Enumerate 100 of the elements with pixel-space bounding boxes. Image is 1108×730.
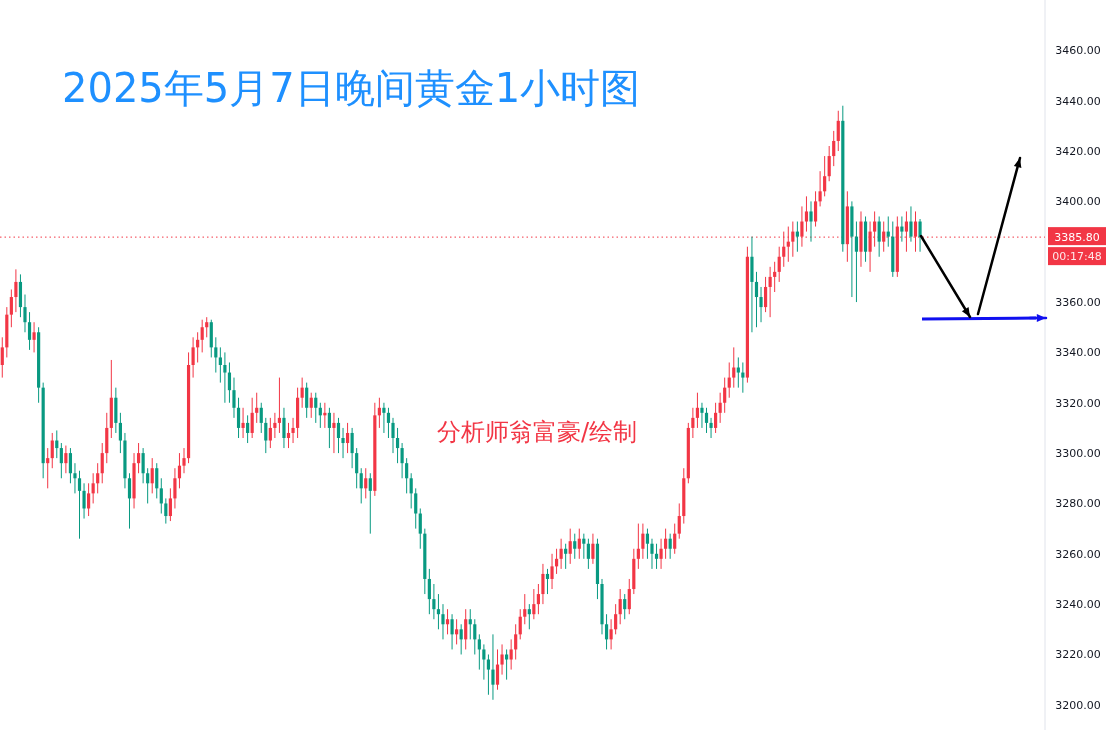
candlestick (836, 110, 840, 152)
candlestick (77, 470, 82, 540)
y-tick-label: 3420.00 (1055, 145, 1101, 159)
y-tick-label: 3280.00 (1055, 497, 1101, 511)
candlestick (736, 356, 740, 389)
candlestick (46, 447, 50, 489)
candlestick (505, 648, 509, 681)
candlestick (573, 533, 577, 560)
candlestick (73, 462, 77, 494)
y-tick-label: 3460.00 (1055, 44, 1101, 58)
candlestick (691, 407, 695, 439)
candlestick (382, 402, 386, 434)
candlestick (314, 392, 318, 424)
candlestick (355, 447, 359, 489)
candlestick (223, 351, 227, 404)
candlestick (118, 412, 122, 454)
candlestick (386, 407, 391, 439)
candlestick (59, 442, 63, 479)
candlestick (486, 653, 491, 696)
candlestick (727, 361, 731, 399)
candlestick (545, 568, 550, 595)
candlestick (882, 221, 886, 253)
candlestick (768, 266, 772, 318)
candlestick (918, 218, 922, 253)
candlestick (364, 467, 368, 499)
ref-line-label: 3385.80 (1054, 231, 1100, 245)
candlestick (336, 417, 341, 454)
candlestick (854, 221, 859, 303)
candlestick (291, 417, 295, 444)
candlestick (641, 523, 645, 560)
candlestick (718, 392, 722, 424)
candlestick (441, 603, 445, 640)
candlestick (586, 538, 590, 570)
candlestick (259, 402, 263, 434)
candlestick (177, 452, 182, 489)
candlestick (645, 528, 650, 560)
candlestick (564, 543, 568, 570)
annotation: 分析师翁富豪/绘制 (437, 418, 638, 446)
candlestick (523, 593, 527, 625)
y-tick-label: 3340.00 (1055, 346, 1101, 360)
candlestick (173, 467, 177, 509)
candlestick (459, 623, 463, 655)
candlestick (136, 442, 141, 474)
candlestick (623, 593, 627, 620)
candlestick (514, 623, 518, 661)
candlestick (650, 538, 654, 570)
candlestick (277, 377, 282, 434)
candlestick (250, 397, 254, 439)
candlestick (550, 553, 554, 590)
candlestick (395, 427, 400, 464)
candlestick (141, 447, 145, 484)
candlestick (436, 593, 441, 630)
candlestick (14, 268, 18, 313)
candlestick (268, 417, 272, 449)
candlestick (668, 533, 672, 560)
candlestick (273, 412, 277, 439)
candlestick (559, 538, 563, 570)
candlestick (309, 392, 313, 419)
candlestick (155, 462, 159, 499)
y-tick-label: 3240.00 (1055, 598, 1101, 612)
candlestick (795, 221, 799, 253)
candlestick (286, 422, 291, 449)
candlestick (368, 472, 372, 535)
candlestick (527, 603, 531, 630)
candlestick (877, 215, 881, 258)
candlestick (182, 447, 186, 474)
candlestick (659, 538, 663, 570)
candlestick (500, 643, 504, 676)
candlestick (23, 294, 27, 333)
candlestick (773, 261, 777, 293)
candlestick (818, 170, 822, 207)
candlestick (359, 467, 363, 504)
candlestick (32, 321, 36, 353)
candlestick (236, 397, 241, 439)
candlestick (813, 190, 818, 228)
candlestick (405, 457, 409, 494)
candlestick (759, 286, 763, 323)
candlestick (191, 336, 195, 379)
candlestick (345, 422, 350, 454)
candlestick (50, 432, 54, 469)
candlestick (709, 417, 713, 439)
candlestick (82, 482, 86, 520)
candlestick (491, 633, 495, 701)
candlestick (146, 467, 150, 504)
candlestick (391, 417, 395, 454)
candlestick (64, 445, 68, 474)
candlestick (591, 533, 595, 565)
candlestick (714, 402, 718, 434)
candlestick (832, 130, 836, 167)
candlestick (100, 442, 104, 484)
candlestick (654, 543, 659, 570)
candlestick (464, 608, 468, 650)
candlestick (809, 200, 813, 243)
candlestick (227, 361, 232, 404)
candlestick (96, 462, 100, 494)
candlestick (800, 205, 804, 248)
candlestick (282, 407, 286, 449)
y-tick-label: 3320.00 (1055, 396, 1101, 410)
candlestick (673, 523, 677, 555)
candlestick (450, 613, 454, 650)
